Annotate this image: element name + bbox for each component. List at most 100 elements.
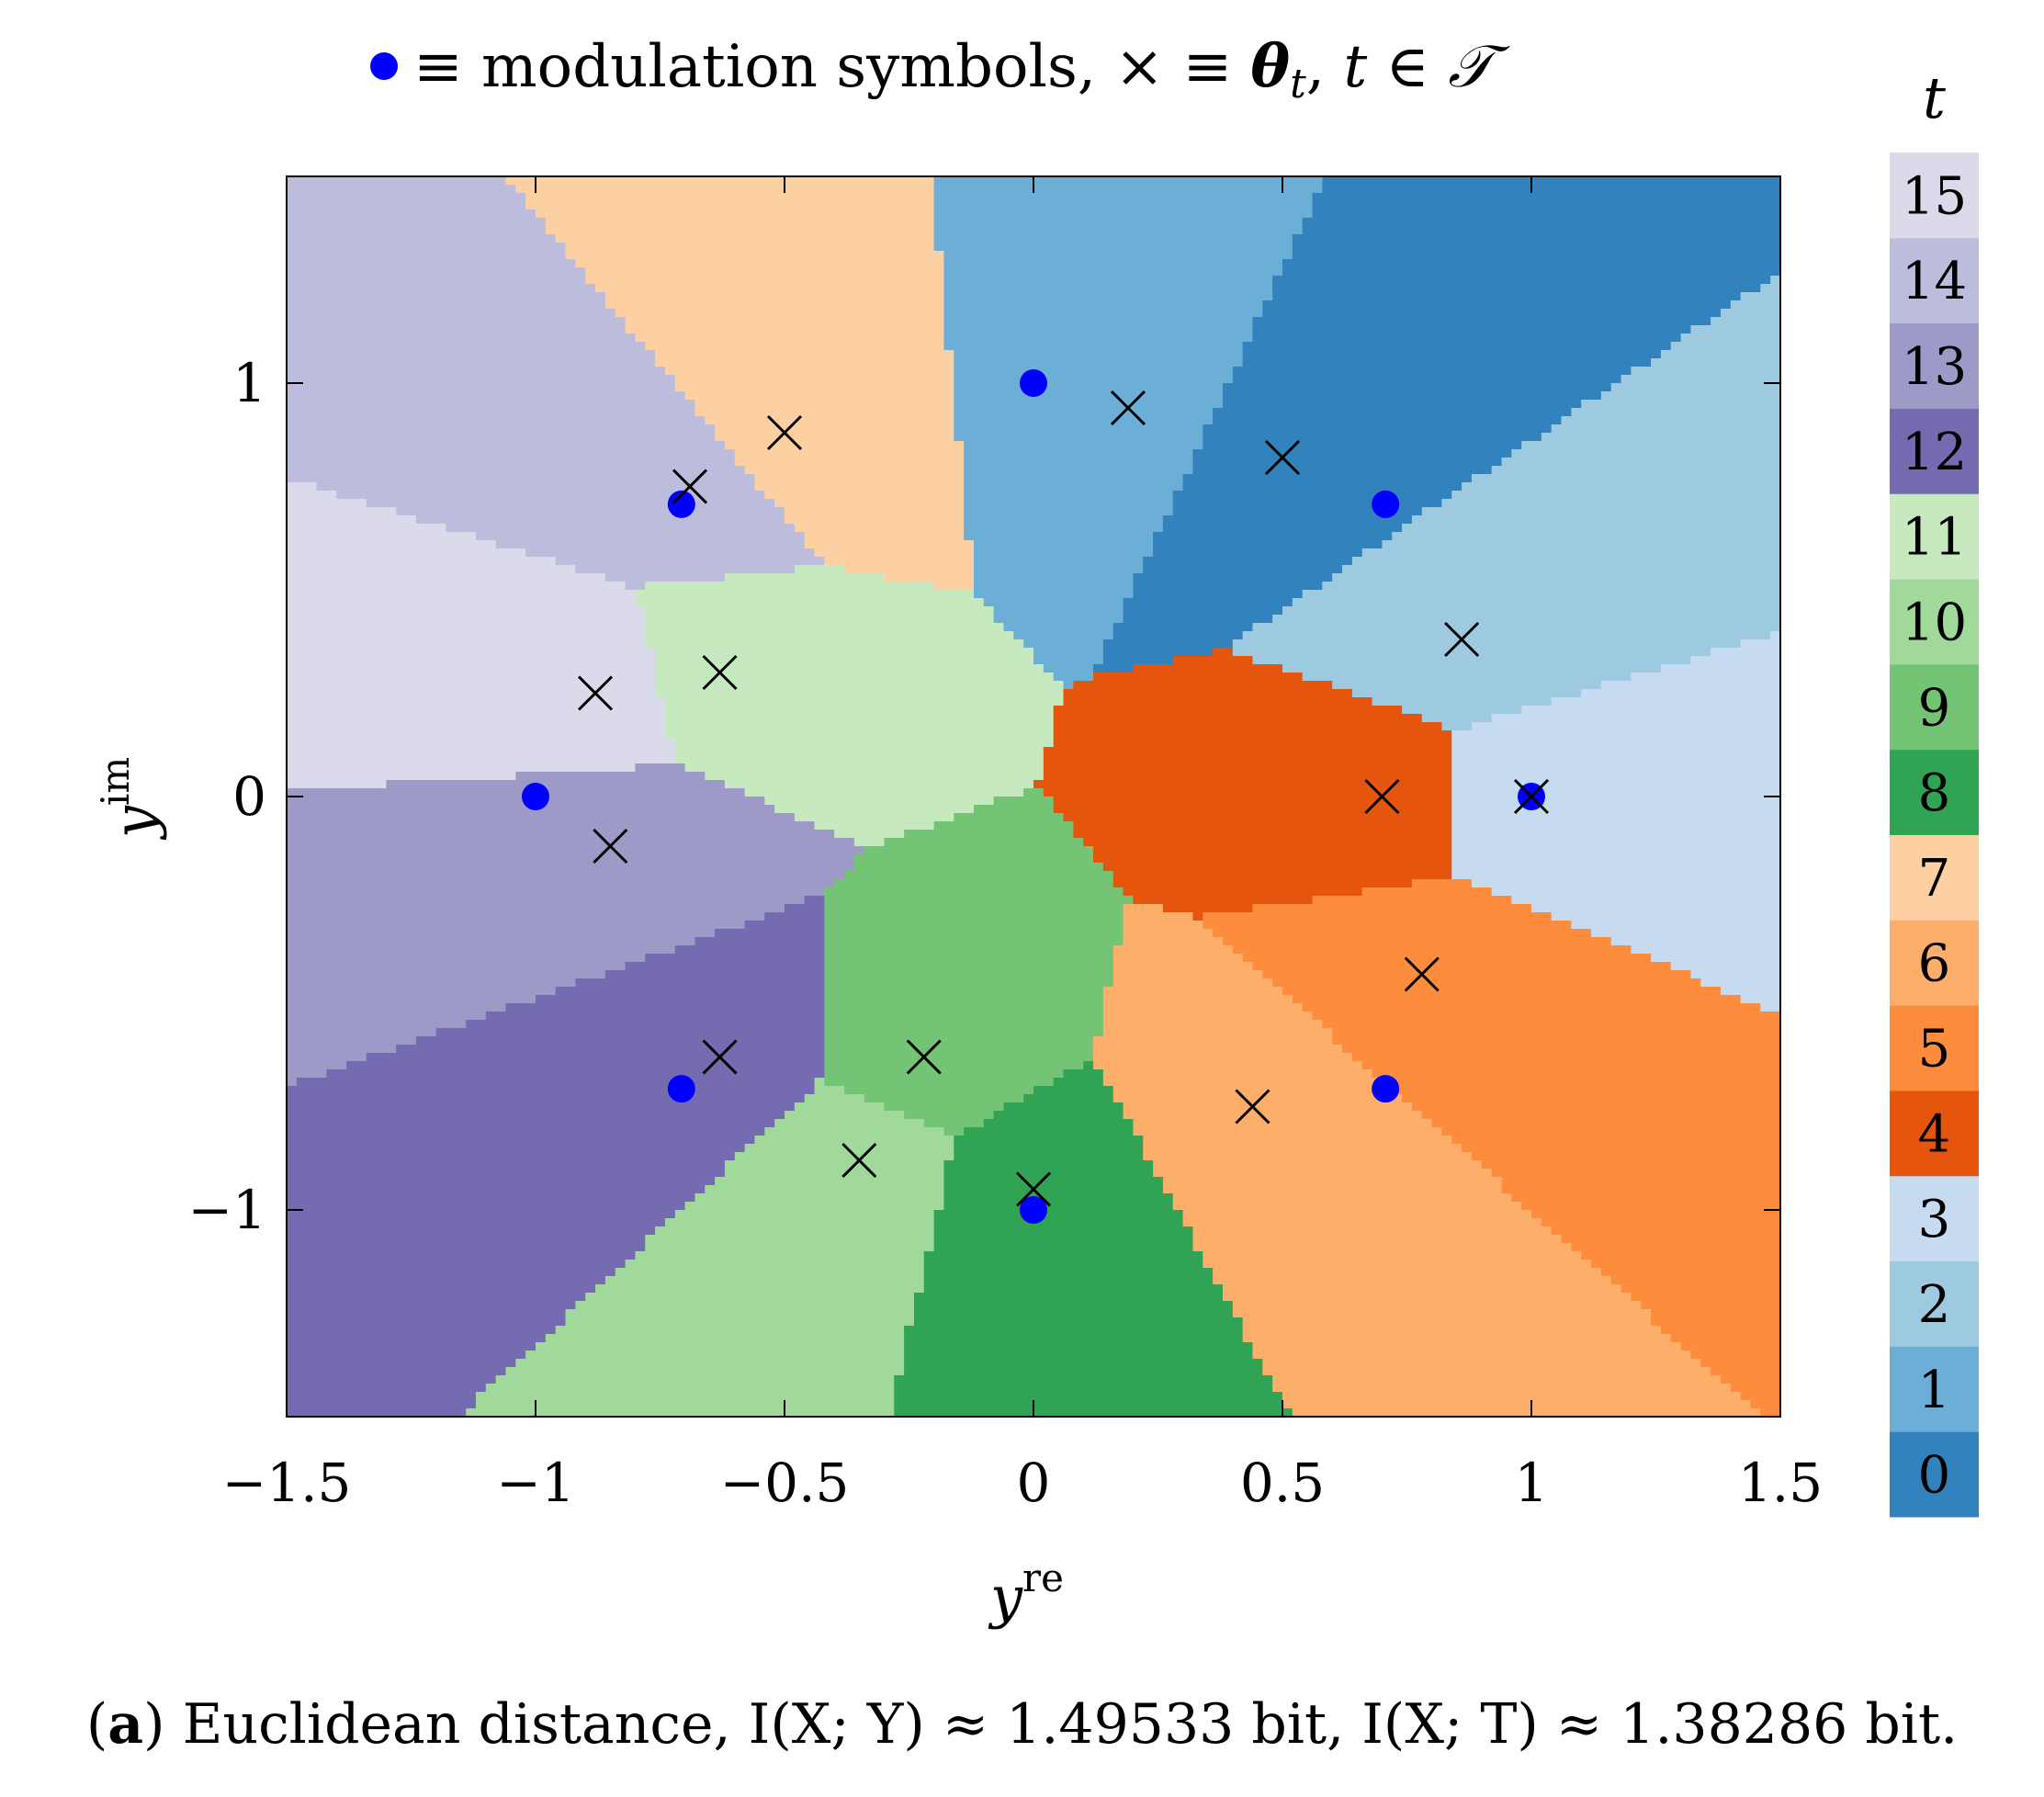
region-cell-t15 bbox=[287, 648, 656, 657]
region-cell-t11 bbox=[664, 697, 1065, 706]
region-cell-t5 bbox=[1232, 945, 1632, 955]
region-cell-t15 bbox=[287, 491, 337, 500]
chart-title: ≡ modulation symbols, × ≡ θt, t ∈ 𝒯 bbox=[370, 32, 1510, 107]
region-cell-t1 bbox=[943, 333, 1254, 343]
region-cell-t5 bbox=[1610, 1276, 1781, 1285]
region-cell-t8 bbox=[1023, 1094, 1114, 1103]
title-part-8: 𝒯 bbox=[1448, 33, 1510, 101]
region-cell-t8 bbox=[943, 1160, 1154, 1170]
region-cell-t5 bbox=[1222, 937, 1612, 946]
region-cell-t9 bbox=[824, 896, 1134, 905]
region-cell-t14 bbox=[287, 226, 547, 235]
region-cell-t13 bbox=[287, 854, 855, 864]
region-cell-t5 bbox=[1252, 962, 1672, 971]
region-cell-t9 bbox=[824, 978, 1114, 988]
region-cell-t6 bbox=[1222, 1284, 1622, 1294]
region-cell-t8 bbox=[1083, 1061, 1094, 1070]
region-cell-t0 bbox=[1322, 176, 1781, 186]
colorbar-swatch-1 bbox=[1890, 1346, 1979, 1432]
region-cell-t0 bbox=[1213, 408, 1572, 417]
region-cell-t4 bbox=[1063, 689, 1353, 698]
region-cell-t4 bbox=[1063, 813, 1452, 822]
region-cell-t9 bbox=[824, 945, 1114, 955]
region-cell-t0 bbox=[1182, 482, 1462, 492]
colorbar-label-8: 8 bbox=[1918, 763, 1951, 823]
region-cell-t7 bbox=[565, 243, 935, 252]
region-cell-t7 bbox=[814, 548, 975, 558]
region-cell-t1 bbox=[1033, 648, 1104, 657]
region-cell-t12 bbox=[287, 1293, 586, 1302]
region-cell-t6 bbox=[1123, 904, 1164, 913]
region-cell-t15 bbox=[287, 590, 636, 599]
region-cell-t0 bbox=[1203, 424, 1553, 434]
region-cell-t2 bbox=[1621, 375, 1781, 384]
region-cell-t14 bbox=[287, 391, 686, 401]
region-cell-t12 bbox=[536, 995, 825, 1004]
region-cell-t12 bbox=[346, 1061, 825, 1070]
region-cell-t8 bbox=[943, 1202, 1174, 1211]
region-cell-t2 bbox=[1551, 424, 1781, 434]
region-cell-t10 bbox=[715, 1177, 945, 1186]
region-cell-t6 bbox=[1102, 995, 1293, 1004]
region-cell-t8 bbox=[904, 1334, 1244, 1343]
region-cell-t7 bbox=[545, 218, 935, 227]
region-cell-t2 bbox=[1342, 565, 1781, 574]
region-cell-t10 bbox=[724, 1169, 945, 1178]
region-cell-t13 bbox=[287, 879, 835, 888]
region-cell-t1 bbox=[954, 400, 1224, 409]
region-cell-t5 bbox=[1511, 1193, 1781, 1203]
region-cell-t1 bbox=[1033, 656, 1104, 665]
region-cell-t8 bbox=[904, 1342, 1254, 1351]
region-cell-t5 bbox=[1282, 987, 1722, 996]
region-cell-t1 bbox=[943, 292, 1273, 301]
region-cell-t3 bbox=[1471, 722, 1781, 731]
colorbar-swatch-9 bbox=[1890, 663, 1979, 751]
region-cell-t7 bbox=[515, 185, 935, 194]
region-cell-t10 bbox=[565, 1317, 915, 1327]
region-cell-t14 bbox=[287, 474, 756, 483]
region-cell-t3 bbox=[1670, 962, 1781, 971]
region-cell-t14 bbox=[475, 532, 806, 541]
region-cell-t13 bbox=[287, 1078, 298, 1087]
region-cell-t15 bbox=[287, 515, 417, 525]
region-cell-t6 bbox=[1102, 1012, 1314, 1021]
region-cell-t13 bbox=[287, 813, 796, 822]
region-cell-t11 bbox=[635, 598, 985, 607]
region-cell-t14 bbox=[287, 176, 507, 186]
region-cell-t12 bbox=[415, 1036, 825, 1045]
region-cell-t1 bbox=[933, 209, 1314, 219]
region-cell-t8 bbox=[933, 1243, 1194, 1252]
region-cell-t3 bbox=[1511, 896, 1781, 905]
region-cell-t6 bbox=[1272, 1384, 1732, 1393]
region-cell-t10 bbox=[625, 1260, 925, 1269]
region-cell-t7 bbox=[804, 532, 965, 541]
region-cell-t12 bbox=[287, 1400, 477, 1409]
region-cell-t5 bbox=[1690, 1351, 1781, 1360]
region-cell-t1 bbox=[1043, 664, 1094, 673]
region-cell-t11 bbox=[664, 722, 1055, 731]
region-cell-t14 bbox=[287, 466, 746, 475]
region-cell-t0 bbox=[1312, 209, 1781, 219]
region-cell-t12 bbox=[604, 970, 825, 979]
region-cell-t0 bbox=[1302, 218, 1781, 227]
colorbar-label-10: 10 bbox=[1902, 593, 1967, 652]
region-cell-t1 bbox=[943, 317, 1254, 326]
region-cell-t15 bbox=[287, 772, 516, 781]
region-cell-t1 bbox=[933, 201, 1314, 210]
region-cell-t1 bbox=[933, 185, 1323, 194]
region-cell-t2 bbox=[1631, 367, 1781, 376]
region-cell-t12 bbox=[287, 1392, 477, 1401]
region-cell-t4 bbox=[1093, 672, 1304, 682]
region-cell-t6 bbox=[1112, 1094, 1403, 1103]
region-cell-t5 bbox=[1292, 995, 1742, 1004]
region-cell-t10 bbox=[674, 1210, 935, 1219]
region-cell-t7 bbox=[754, 474, 965, 483]
region-cell-t6 bbox=[1123, 912, 1194, 921]
region-cell-t5 bbox=[1361, 887, 1493, 897]
region-cell-t11 bbox=[774, 805, 975, 814]
x-tick-label: 1.5 bbox=[1738, 1452, 1823, 1514]
region-cell-t15 bbox=[287, 722, 666, 731]
region-cell-t10 bbox=[814, 1078, 825, 1087]
region-cell-t4 bbox=[1053, 722, 1443, 731]
region-cell-t14 bbox=[287, 209, 536, 219]
